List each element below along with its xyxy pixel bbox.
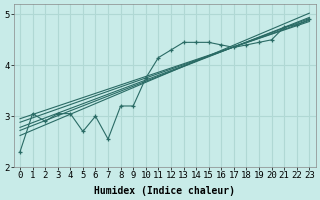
- X-axis label: Humidex (Indice chaleur): Humidex (Indice chaleur): [94, 186, 235, 196]
